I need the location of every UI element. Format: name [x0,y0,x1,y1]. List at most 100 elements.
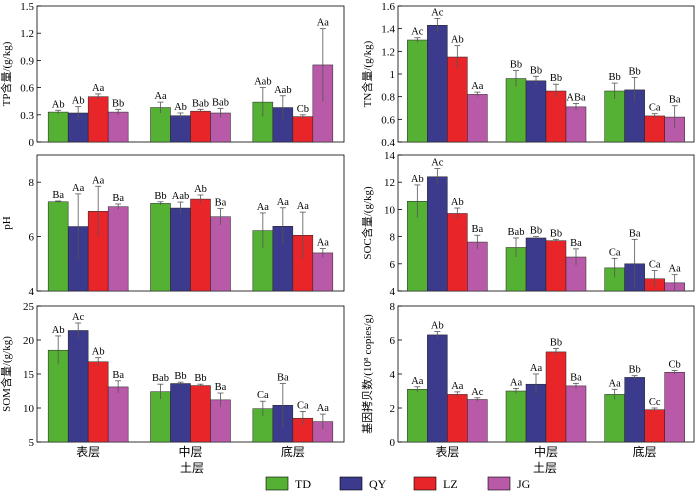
y-tick-label: 12 [384,177,395,189]
significance-label: Aa [669,264,682,275]
bar-qy [170,115,191,143]
significance-label: Bb [174,371,186,382]
y-tick-label: 1.2 [381,46,395,58]
significance-label: Bb [530,226,542,237]
y-axis-title: SOC含量/(g/kg) [360,186,374,260]
bar-td [407,389,428,443]
significance-label: Ba [215,198,227,209]
bar-td [150,391,171,443]
bar-td [150,203,171,292]
y-tick-label: 0.6 [20,83,34,95]
significance-label: Aa [411,376,424,387]
y-tick-label: 6 [29,232,35,244]
significance-label: Bb [510,60,522,71]
significance-label: Ab [451,197,464,208]
significance-label: Bb [609,72,621,83]
y-axis-title: 基因拷贝数/(10⁸ copies/g) [360,314,374,434]
significance-label: Ba [215,382,227,393]
significance-label: Aa [297,201,310,212]
significance-label: Bb [112,98,124,109]
significance-label: Bb [550,73,562,84]
y-tick-label: 1.4 [381,24,395,36]
significance-label: Bb [550,338,562,349]
significance-label: Bab [508,227,525,238]
bar-jg [664,372,685,443]
significance-label: Aab [172,191,190,202]
bar-qy [170,207,191,292]
bar-td [407,39,428,143]
significance-label: Ab [194,184,207,195]
significance-label: Bab [152,373,169,384]
legend-swatch-lz [413,476,437,491]
y-tick-label: 1.2 [20,28,34,40]
x-tick-label: 中层 [534,444,558,459]
significance-label: Aa [451,381,464,392]
significance-label: Ac [72,312,85,323]
y-tick-label: 10 [23,403,35,415]
significance-label: Ab [174,102,187,113]
y-tick-label: 1.5 [20,1,34,13]
y-tick-label: 6 [390,259,396,271]
legend-label-jg: JG [517,477,531,491]
bar-jg [565,106,587,143]
bar-lz [87,96,109,143]
significance-label: Ab [72,96,85,107]
bar-lz [644,115,665,143]
x-axis-title-left: 土层 [180,461,204,475]
chart-panels: 0 0.3 0.6 0.9 1.2 1.5 TP含量/(g/kg) Ab Ab Aa Bb Aa Ab B… [0,1,695,459]
significance-label: Bab [192,98,209,109]
significance-label: Ba [277,373,289,384]
y-tick-label: 8 [29,177,35,189]
bar-lz [545,90,567,143]
significance-label: Aab [274,85,292,96]
bar-lz [447,213,468,292]
significance-label: Ba [570,238,582,249]
bar-jg [107,206,129,292]
y-tick-label: 0 [29,137,35,149]
bar-td [47,111,69,143]
significance-label: Bb [550,228,562,239]
bar-qy [170,383,191,443]
bar-jg [565,385,587,443]
y-tick-label: 4 [390,286,396,298]
significance-label: Ac [431,158,444,169]
y-axis-title: TN含量/(g/kg) [360,40,374,107]
significance-label: Ca [297,400,309,411]
bar-jg [467,241,488,292]
y-tick-label: 0.4 [381,137,395,149]
significance-label: Bb [530,65,542,76]
bar-lz [190,110,211,143]
x-tick-label: 中层 [178,444,202,459]
x-tick-label: 底层 [281,444,305,459]
significance-label: ABa [566,92,586,103]
bar-jg [107,386,129,443]
chart-panel-3: 4 6 8 pH Ba Aa Aa Ba Bb Aab Ab Ba Aa Aa Aa Aa [1,154,345,298]
y-tick-label: 14 [384,150,396,162]
legend: TD QY LZ JG [265,476,531,491]
bar-lz [545,240,567,292]
bar-lz [190,385,211,443]
bar-qy [525,80,547,143]
significance-label: Aa [92,175,105,186]
significance-label: Bab [212,97,229,108]
significance-label: Ac [471,387,484,398]
chart-panel-1: 0 0.3 0.6 0.9 1.2 1.5 TP含量/(g/kg) Ab Ab Aa Bb Aa Ab B… [0,1,345,149]
significance-label: Ba [629,228,641,239]
y-tick-label: 2 [390,403,396,415]
bar-lz [545,351,567,443]
significance-label: Ba [112,193,124,204]
significance-label: Ab [431,321,444,332]
y-axis-title: SOM含量/(g/kg) [0,336,13,412]
bar-jg [312,252,334,292]
significance-label: Aa [257,202,270,213]
bar-td [505,78,527,143]
significance-label: Ba [112,370,124,381]
bar-lz [644,409,665,443]
bar-qy [525,237,547,292]
legend-label-lz: LZ [443,477,458,491]
significance-label: Ca [649,103,661,114]
significance-label: Ca [257,390,269,401]
bar-lz [190,198,211,292]
y-tick-label: 20 [23,335,35,347]
